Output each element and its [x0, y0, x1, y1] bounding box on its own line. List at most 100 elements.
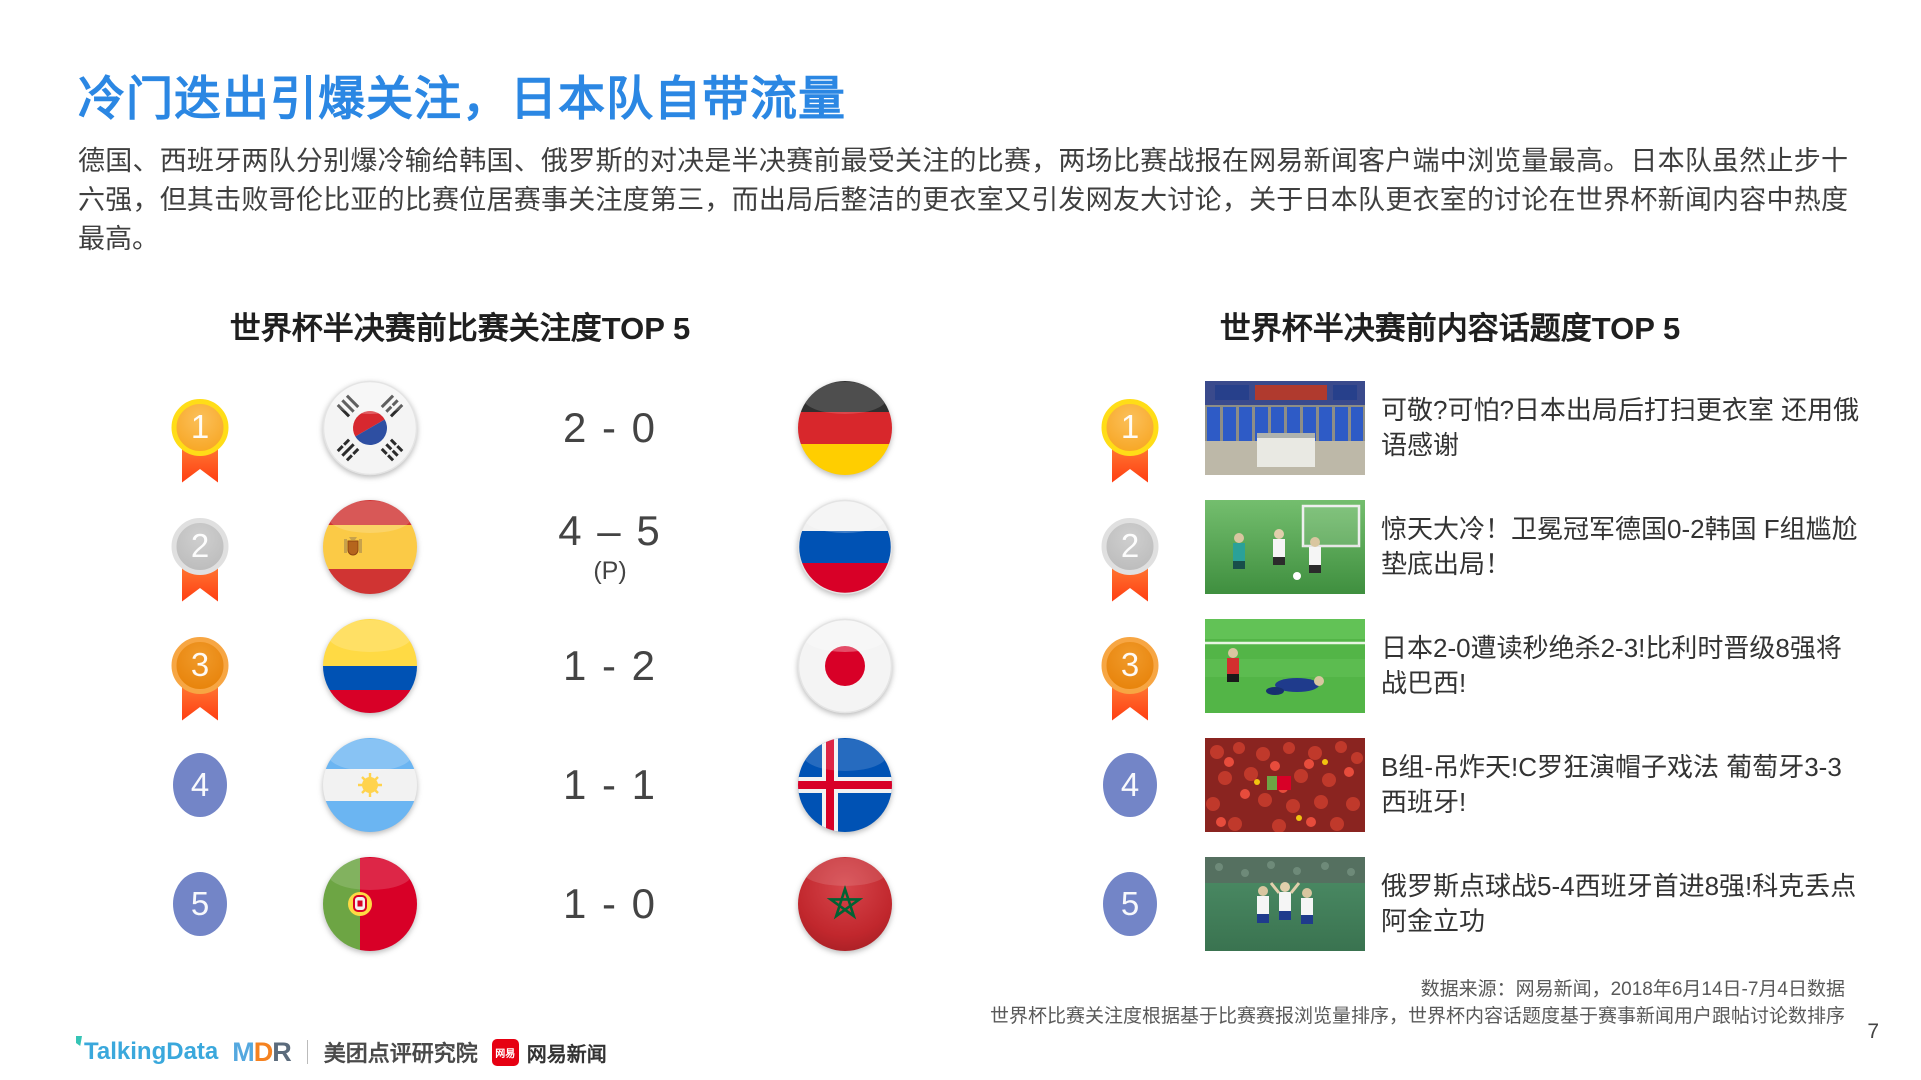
rank-cell: 4 [130, 752, 270, 817]
page-number: 7 [1867, 1020, 1879, 1043]
japan-belgium-match-photo [1205, 618, 1365, 713]
iceland-flag-icon [798, 737, 892, 832]
list-item: 3 日本2-0遭读秒绝杀2-3!比利时晋级8强将战巴西! [1055, 606, 1885, 725]
russia-celebration-photo [1205, 856, 1365, 951]
rank-number: 2 [1101, 517, 1159, 575]
rank-badge: 4 [1103, 752, 1157, 817]
headline: B组-吊炸天!C罗狂演帽子戏法 葡萄牙3-3西班牙! [1381, 751, 1842, 817]
right-panel-title: 世界杯半决赛前内容话题度TOP 5 [1219, 311, 1681, 346]
rank-cell: 2 [130, 488, 270, 606]
gold-medal-icon: 1 [1101, 398, 1159, 487]
home-flag-cell [270, 737, 470, 833]
argentina-flag-icon [323, 737, 417, 832]
rank-cell: 4 [1055, 752, 1205, 817]
japan-locker-room-photo [1205, 380, 1365, 475]
colombia-flag-icon [323, 618, 417, 713]
rank-cell: 3 [130, 607, 270, 725]
mdr-letter-d: D [253, 1036, 273, 1067]
talkingdata-logo: TalkingData [76, 1036, 219, 1066]
talkingdata-tick-icon [76, 1036, 82, 1046]
intro-paragraph: 德国、西班牙两队分别爆冷输给韩国、俄罗斯的对决是半决赛前最受关注的比赛，两场比赛… [78, 146, 1848, 254]
spain-flag-icon [323, 499, 417, 594]
spain-crest [344, 536, 362, 555]
portugal-fans-photo [1205, 737, 1365, 832]
rank-cell: 3 [1055, 607, 1205, 725]
rank-cell: 5 [1055, 871, 1205, 936]
score-cell: 2 - 0 [470, 404, 750, 452]
rank-badge: 4 [173, 752, 227, 817]
list-item: 2 惊天大冷！卫冕冠军德国0-2韩 [1055, 487, 1885, 606]
silver-medal-icon: 2 [1101, 517, 1159, 606]
score-note: (P) [593, 557, 627, 585]
gold-medal-icon: 1 [171, 398, 229, 487]
away-flag-cell [750, 737, 940, 833]
score-cell: 1 - 0 [470, 880, 750, 928]
score: 1 - 0 [562, 879, 658, 927]
headline: 惊天大冷！卫冕冠军德国0-2韩国 F组尴尬垫底出局！ [1381, 513, 1858, 579]
silver-medal-icon: 2 [171, 517, 229, 606]
list-item: 4 [1055, 725, 1885, 844]
table-row: 4 [130, 725, 940, 844]
morocco-flag-icon [798, 856, 892, 951]
topic-ranking-list: 1 [1055, 368, 1885, 963]
score: 1 - 2 [562, 641, 658, 689]
score: 1 - 1 [562, 760, 658, 808]
portugal-flag-icon [323, 856, 417, 951]
footer-logos: TalkingData M D R 美团点评研究院 网易 网易新闻 [76, 1036, 607, 1068]
germany-korea-match-photo [1205, 499, 1365, 594]
table-row: 2 [130, 487, 940, 606]
list-item: 1 [1055, 368, 1885, 487]
rank-number: 1 [1101, 398, 1159, 456]
score: 2 - 0 [562, 403, 658, 451]
netease-logo-icon: 网易 [491, 1038, 519, 1066]
bronze-medal-icon: 3 [171, 636, 229, 725]
rank-cell: 1 [1055, 369, 1205, 487]
home-flag-cell [270, 618, 470, 714]
rank-number: 3 [1101, 636, 1159, 694]
headline: 可敬?可怕?日本出局后打扫更衣室 还用俄语感谢 [1381, 394, 1860, 460]
score-cell: 1 - 1 [470, 761, 750, 809]
home-flag-cell [270, 856, 470, 952]
home-flag-cell [270, 380, 470, 476]
score-cell: 1 - 2 [470, 642, 750, 690]
table-row: 5 1 - 0 [130, 844, 940, 963]
japan-flag-icon [797, 618, 893, 713]
mdr-letter-m: M [232, 1036, 254, 1067]
away-flag-cell [750, 856, 940, 952]
table-row: 3 1 - 2 [130, 606, 940, 725]
away-flag-cell [750, 380, 940, 476]
rank-number: 1 [171, 398, 229, 456]
away-flag-cell [750, 618, 940, 714]
germany-flag-icon [798, 380, 892, 475]
logo-divider [306, 1040, 308, 1064]
list-item: 5 俄罗斯点球战5-4 [1055, 844, 1885, 963]
score: 4 – 5 [558, 507, 662, 554]
headline: 俄罗斯点球战5-4西班牙首进8强!科克丢点阿金立功 [1381, 870, 1857, 936]
rank-number: 3 [171, 636, 229, 694]
netease-news-label: 网易新闻 [526, 1043, 607, 1066]
talkingdata-wordmark: TalkingData [84, 1038, 219, 1065]
source-line-1: 数据来源：网易新闻，2018年6月14日-7月4日数据 [1420, 979, 1845, 1000]
data-source-note: 数据来源：网易新闻，2018年6月14日-7月4日数据 世界杯比赛关注度根据基于… [990, 976, 1845, 1030]
rank-cell: 2 [1055, 488, 1205, 606]
mdr-letter-r: R [272, 1036, 291, 1067]
page-title: 冷门迭出引爆关注，日本队自带流量 [78, 72, 846, 125]
score-cell: 4 – 5 (P) [470, 507, 750, 586]
rank-cell: 1 [130, 369, 270, 487]
russia-flag-icon [797, 499, 893, 594]
home-flag-cell [270, 499, 470, 595]
source-line-2: 世界杯比赛关注度根据基于比赛赛报浏览量排序，世界杯内容话题度基于赛事新闻用户跟帖… [989, 1006, 1845, 1027]
table-row: 1 [130, 368, 940, 487]
bronze-medal-icon: 3 [1101, 636, 1159, 725]
match-ranking-list: 1 [130, 368, 940, 963]
rank-badge: 5 [173, 871, 227, 936]
south-korea-flag-icon [322, 380, 418, 475]
rank-cell: 5 [130, 871, 270, 936]
left-panel-title: 世界杯半决赛前比赛关注度TOP 5 [229, 311, 691, 346]
rank-badge: 5 [1103, 871, 1157, 936]
away-flag-cell [750, 499, 940, 595]
rank-number: 2 [171, 517, 229, 575]
headline: 日本2-0遭读秒绝杀2-3!比利时晋级8强将战巴西! [1381, 632, 1842, 698]
mdr-logo: M D R [232, 1037, 291, 1068]
